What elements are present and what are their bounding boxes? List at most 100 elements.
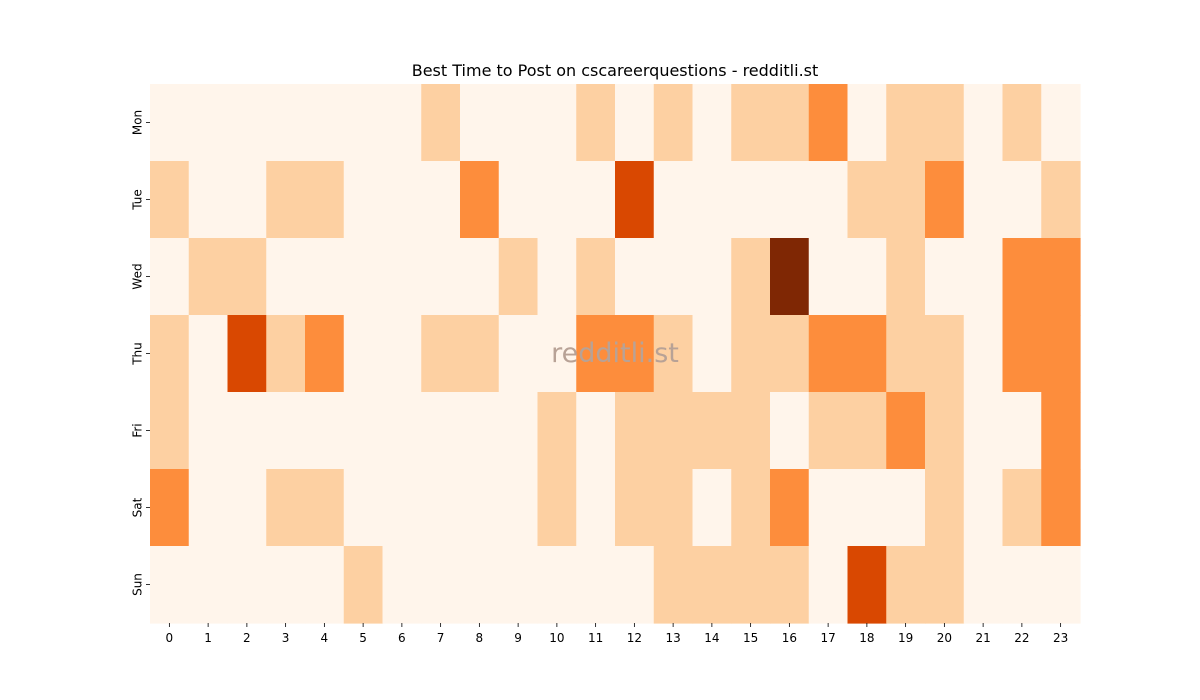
heatmap-cell-sun-22: [1002, 546, 1042, 624]
heatmap-cell-fri-7: [421, 392, 461, 470]
heatmap-cell-wed-15: [731, 238, 771, 316]
x-tick-label: 0: [166, 631, 174, 645]
heatmap-cell-thu-21: [963, 315, 1004, 393]
heatmap-cells: [150, 84, 1081, 624]
heatmap-cell-thu-22: [1002, 315, 1042, 393]
heatmap-cell-sat-0: [150, 469, 190, 547]
heatmap-cell-sat-8: [460, 469, 500, 547]
y-tick-label: Thu: [131, 342, 145, 366]
heatmap-cell-fri-20: [925, 392, 965, 470]
heatmap-cell-wed-22: [1002, 238, 1042, 316]
heatmap-cell-mon-12: [615, 84, 655, 162]
heatmap-cell-sun-2: [227, 546, 267, 624]
heatmap-cell-wed-2: [227, 238, 267, 316]
heatmap-cell-sun-0: [150, 546, 190, 624]
heatmap-cell-mon-17: [808, 84, 849, 162]
chart-title: Best Time to Post on cscareerquestions -…: [412, 61, 819, 80]
heatmap-cell-wed-17: [808, 238, 849, 316]
heatmap-cell-thu-17: [808, 315, 849, 393]
heatmap-cell-sat-21: [963, 469, 1004, 547]
x-tick-label: 1: [204, 631, 212, 645]
heatmap-cell-mon-10: [537, 84, 577, 162]
heatmap-cell-tue-16: [770, 161, 810, 239]
heatmap-cell-wed-10: [537, 238, 577, 316]
x-tick-label: 2: [243, 631, 251, 645]
heatmap-cell-sun-8: [460, 546, 500, 624]
heatmap-cell-sun-15: [731, 546, 771, 624]
heatmap-cell-sun-14: [692, 546, 732, 624]
heatmap-cell-mon-6: [382, 84, 422, 162]
heatmap-cell-sun-10: [537, 546, 577, 624]
heatmap-cell-sat-4: [305, 469, 345, 547]
y-tick-label: Sat: [131, 497, 145, 517]
x-axis: 0 1 2 3 4 5 6 7 8 9 10 11 12 13 14 15 16 17 18 19 20 21 22 23: [166, 623, 1068, 645]
heatmap-cell-mon-14: [692, 84, 732, 162]
heatmap-cell-wed-16: [770, 238, 810, 316]
heatmap-cell-tue-21: [963, 161, 1004, 239]
heatmap-cell-mon-15: [731, 84, 771, 162]
heatmap-cell-sun-3: [266, 546, 306, 624]
x-tick-label: 19: [898, 631, 913, 645]
heatmap-cell-thu-18: [847, 315, 887, 393]
heatmap-cell-mon-1: [188, 84, 229, 162]
heatmap-cell-wed-1: [188, 238, 229, 316]
heatmap-cell-sat-7: [421, 469, 461, 547]
heatmap-cell-wed-20: [925, 238, 965, 316]
x-tick-label: 15: [743, 631, 758, 645]
heatmap-cell-sat-15: [731, 469, 771, 547]
heatmap-cell-thu-15: [731, 315, 771, 393]
x-tick-label: 10: [549, 631, 564, 645]
heatmap-cell-sun-17: [808, 546, 849, 624]
heatmap-cell-tue-8: [460, 161, 500, 239]
x-tick-label: 4: [321, 631, 329, 645]
heatmap-cell-wed-5: [343, 238, 384, 316]
y-axis: Mon Tue Wed Thu Fri Sat Sun: [131, 110, 150, 596]
y-tick-label: Wed: [131, 263, 145, 289]
heatmap-cell-wed-13: [653, 238, 694, 316]
y-tick-label: Mon: [131, 110, 145, 135]
heatmap-cell-sat-14: [692, 469, 732, 547]
heatmap-cell-mon-18: [847, 84, 887, 162]
heatmap-cell-tue-1: [188, 161, 229, 239]
heatmap-cell-sat-2: [227, 469, 267, 547]
heatmap-cell-tue-6: [382, 161, 422, 239]
x-tick-label: 11: [588, 631, 603, 645]
heatmap-cell-mon-22: [1002, 84, 1042, 162]
heatmap-cell-mon-16: [770, 84, 810, 162]
y-tick-label: Fri: [131, 423, 145, 437]
heatmap-cell-mon-23: [1041, 84, 1081, 162]
y-tick-label: Sun: [131, 573, 145, 596]
y-tick-label: Tue: [131, 189, 145, 211]
heatmap-cell-wed-0: [150, 238, 190, 316]
heatmap-cell-sat-12: [615, 469, 655, 547]
heatmap-cell-tue-7: [421, 161, 461, 239]
heatmap-cell-thu-1: [188, 315, 229, 393]
heatmap-cell-mon-5: [343, 84, 384, 162]
heatmap-cell-thu-5: [343, 315, 384, 393]
heatmap-cell-thu-19: [886, 315, 926, 393]
heatmap-cell-tue-5: [343, 161, 384, 239]
heatmap-cell-thu-0: [150, 315, 190, 393]
heatmap-cell-wed-18: [847, 238, 887, 316]
heatmap-cell-thu-4: [305, 315, 345, 393]
heatmap-cell-thu-20: [925, 315, 965, 393]
heatmap-cell-sun-5: [343, 546, 384, 624]
heatmap-cell-thu-9: [498, 315, 539, 393]
heatmap-cell-tue-23: [1041, 161, 1081, 239]
x-tick-label: 16: [782, 631, 797, 645]
heatmap-cell-tue-19: [886, 161, 926, 239]
heatmap-cell-tue-20: [925, 161, 965, 239]
heatmap-cell-thu-10: [537, 315, 577, 393]
heatmap-cell-sat-1: [188, 469, 229, 547]
heatmap-cell-fri-11: [576, 392, 616, 470]
heatmap-cell-sat-20: [925, 469, 965, 547]
heatmap-cell-thu-23: [1041, 315, 1081, 393]
heatmap-cell-tue-10: [537, 161, 577, 239]
heatmap-cell-mon-3: [266, 84, 306, 162]
heatmap-cell-mon-19: [886, 84, 926, 162]
heatmap-cell-fri-3: [266, 392, 306, 470]
heatmap-cell-fri-2: [227, 392, 267, 470]
heatmap-cell-mon-8: [460, 84, 500, 162]
watermark-text: redditli.st: [551, 338, 679, 369]
heatmap-cell-fri-0: [150, 392, 190, 470]
